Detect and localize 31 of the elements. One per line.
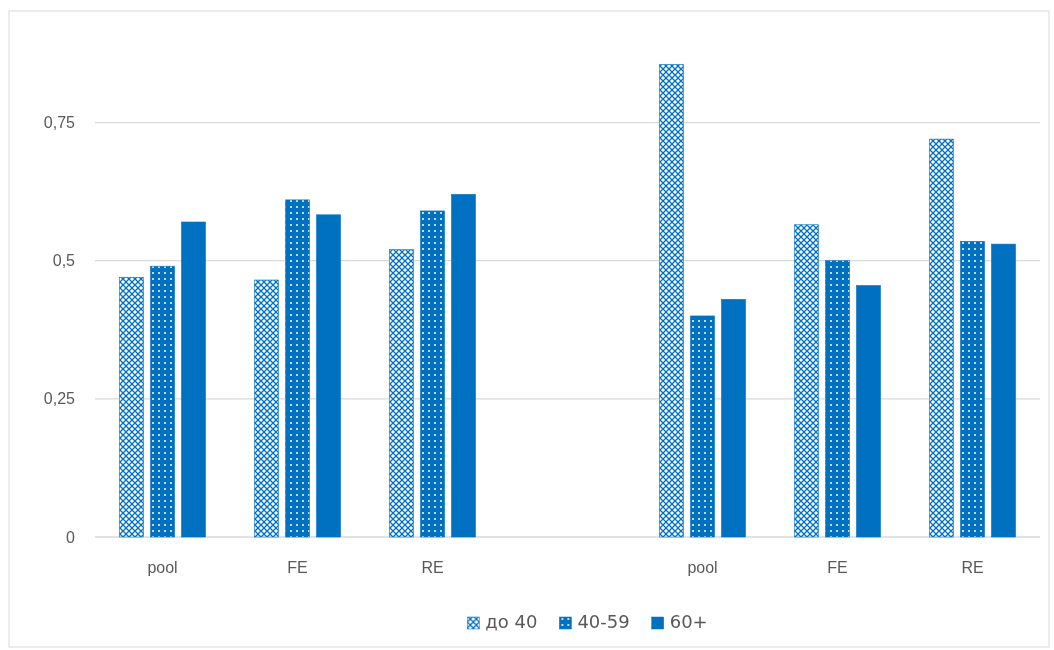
y-tick-label: 0: [66, 528, 76, 546]
bar: [721, 299, 746, 538]
bar: [659, 64, 684, 538]
legend-label: до 40: [485, 611, 538, 632]
bar: [825, 260, 850, 538]
bar: [690, 315, 715, 538]
bar: [856, 285, 881, 538]
bar: [181, 221, 206, 538]
x-tick-label: RE: [961, 559, 984, 577]
x-tick-label: pool: [687, 559, 718, 577]
bar: [316, 214, 341, 538]
bar: [119, 276, 144, 538]
legend-label: 40-59: [577, 611, 630, 632]
y-tick-label: 0,5: [52, 252, 76, 270]
y-tick-label: 0,25: [43, 390, 76, 408]
x-tick-label: pool: [147, 559, 178, 577]
x-tick-label: RE: [421, 559, 444, 577]
bar: [991, 243, 1016, 538]
legend-label: 60+: [669, 611, 708, 632]
bar: [285, 199, 310, 538]
bar: [389, 249, 414, 538]
bar: [794, 224, 819, 538]
bar: [254, 279, 279, 538]
bar: [150, 265, 175, 538]
bar: [960, 241, 985, 538]
bar: [929, 138, 954, 538]
bar: [420, 210, 445, 538]
x-tick-label: FE: [827, 559, 848, 577]
x-tick-label: FE: [287, 559, 308, 577]
y-tick-label: 0,75: [43, 114, 76, 132]
bar: [451, 194, 476, 538]
